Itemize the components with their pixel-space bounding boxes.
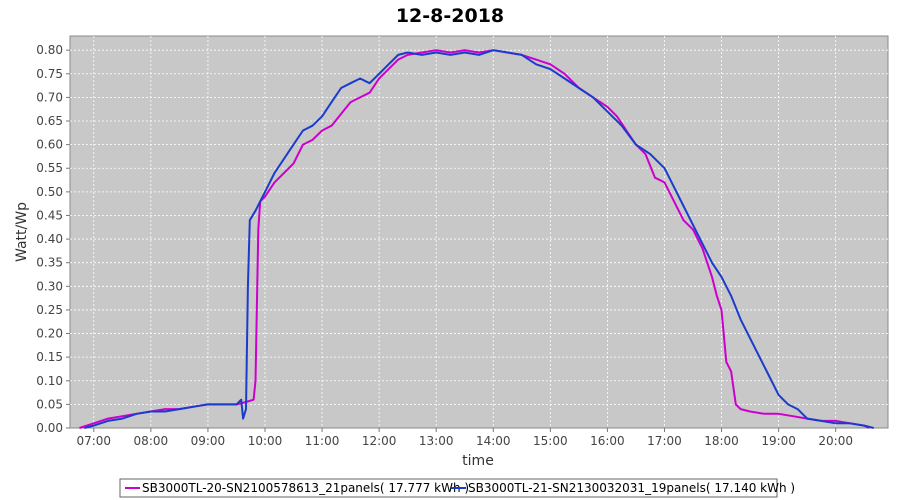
x-tick-label: 16:00 — [590, 434, 625, 448]
y-tick-label: 0.15 — [36, 350, 63, 364]
series-lines — [79, 49, 874, 429]
y-tick-label: 0.20 — [36, 327, 63, 341]
chart-title: 12-8-2018 — [396, 5, 504, 27]
y-tick-label: 0.35 — [36, 256, 63, 270]
x-tick-label: 14:00 — [476, 434, 511, 448]
y-tick-label: 0.45 — [36, 208, 63, 222]
x-tick-label: 15:00 — [533, 434, 568, 448]
y-tick-label: 0.00 — [36, 421, 63, 435]
x-tick-label: 19:00 — [761, 434, 796, 448]
legend-entry-series-2: SB3000TL-21-SN2130032031_19panels( 17.14… — [468, 481, 795, 495]
x-tick-label: 12:00 — [362, 434, 397, 448]
y-axis-ticks: 0.00 0.05 0.10 0.15 0.20 0.25 0.30 0.35 0.40 0.45… — [36, 43, 70, 435]
y-tick-label: 0.50 — [36, 185, 63, 199]
y-tick-label: 0.10 — [36, 374, 63, 388]
x-tick-label: 08:00 — [134, 434, 169, 448]
x-axis-label: time — [462, 453, 494, 469]
y-tick-label: 0.30 — [36, 279, 63, 293]
series-line-1 — [79, 49, 870, 429]
x-tick-label: 11:00 — [305, 434, 340, 448]
y-tick-label: 0.60 — [36, 138, 63, 152]
x-tick-label: 17:00 — [647, 434, 682, 448]
y-tick-label: 0.05 — [36, 397, 63, 411]
y-axis-label: Watt/Wp — [14, 202, 30, 262]
x-tick-label: 07:00 — [76, 434, 111, 448]
x-tick-label: 18:00 — [704, 434, 739, 448]
x-tick-label: 13:00 — [419, 434, 454, 448]
y-tick-label: 0.80 — [36, 43, 63, 57]
legend-entry-series-1: SB3000TL-20-SN2100578613_21panels( 17.77… — [142, 481, 469, 495]
y-tick-label: 0.40 — [36, 232, 63, 246]
y-tick-label: 0.55 — [36, 161, 63, 175]
gridlines — [70, 36, 888, 428]
x-tick-label: 10:00 — [248, 434, 283, 448]
x-axis-ticks: 07:00 08:00 09:00 10:00 11:00 12:00 13:00 14:00… — [76, 428, 853, 448]
y-tick-label: 0.75 — [36, 67, 63, 81]
legend-box — [119, 478, 778, 498]
x-tick-label: 20:00 — [818, 434, 853, 448]
y-tick-label: 0.70 — [36, 90, 63, 104]
y-tick-label: 0.25 — [36, 303, 63, 317]
x-tick-label: 09:00 — [191, 434, 226, 448]
plot-area — [69, 35, 889, 429]
y-tick-label: 0.65 — [36, 114, 63, 128]
series-line-2 — [84, 49, 874, 429]
legend: SB3000TL-20-SN2100578613_21panels( 17.77… — [119, 478, 795, 498]
